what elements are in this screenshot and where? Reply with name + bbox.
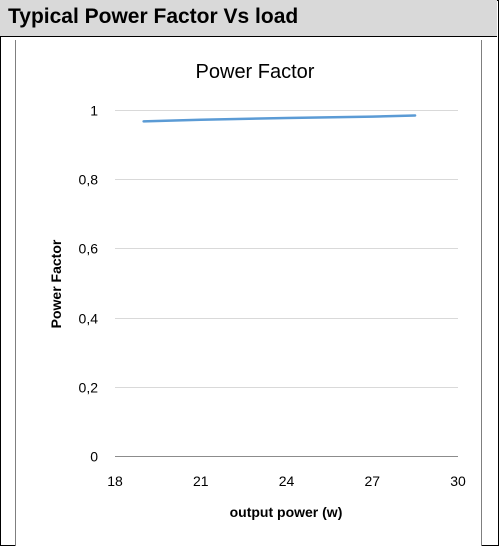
x-axis-title: output power (w): [230, 504, 343, 520]
x-tick-label: 24: [279, 473, 295, 489]
power-factor-series-line: [142, 114, 417, 123]
y-tick-label: 1: [90, 103, 98, 119]
y-tick-label: 0,8: [79, 172, 99, 188]
chart-title: Power Factor: [196, 61, 315, 83]
y-axis-ticks: 0 0,2 0,4 0,6 0,8 1: [79, 103, 99, 465]
figure-header: Typical Power Factor Vs load: [0, 0, 497, 37]
y-axis-title: Power Factor: [48, 239, 64, 328]
x-tick-label: 30: [450, 473, 466, 489]
x-tick-label: 21: [193, 473, 209, 489]
gridlines: [115, 110, 458, 457]
y-tick-label: 0,4: [79, 311, 99, 327]
y-tick-label: 0,6: [79, 241, 99, 257]
series-group: [142, 114, 417, 123]
x-axis-ticks: 18 21 24 27 30: [107, 473, 466, 489]
chart-panel: [15, 40, 482, 546]
x-tick-label: 27: [364, 473, 380, 489]
x-tick-label: 18: [107, 473, 123, 489]
figure-title: Typical Power Factor Vs load: [8, 5, 299, 28]
y-tick-label: 0,2: [79, 380, 99, 396]
y-tick-label: 0: [90, 449, 98, 465]
